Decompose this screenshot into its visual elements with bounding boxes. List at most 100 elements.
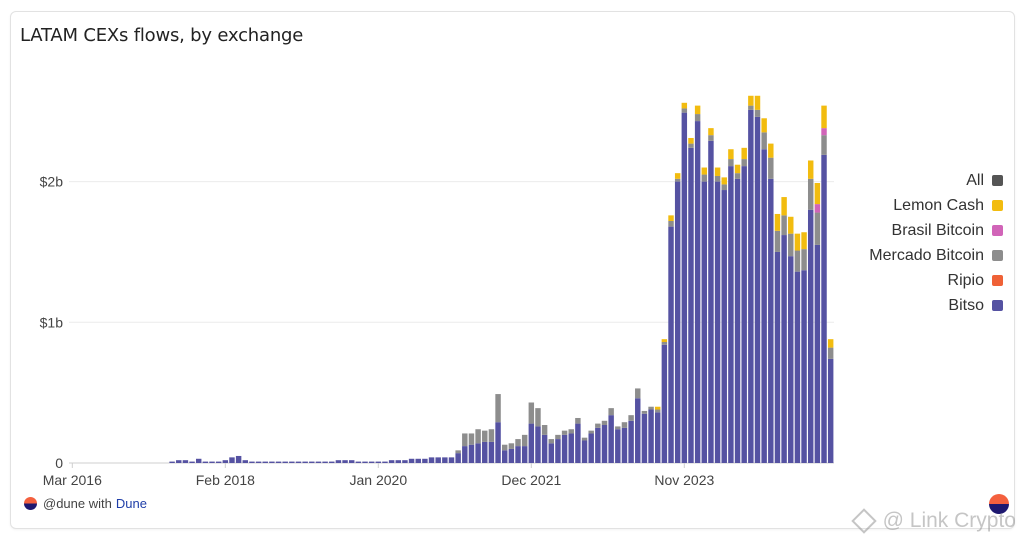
bar-segment-mercado-bitcoin <box>794 250 801 272</box>
x-tick-label: Feb 2018 <box>196 472 255 488</box>
legend-item-all[interactable]: All <box>763 168 1003 193</box>
bar-segment-bitso <box>462 446 468 463</box>
bar-segment-bitso <box>555 439 561 463</box>
footer: @dune with Dune <box>24 496 147 511</box>
bar-segment-mercado-bitcoin <box>708 135 714 141</box>
x-tick-label: Dec 2021 <box>501 472 561 488</box>
bar-segment-bitso <box>189 461 195 463</box>
bar-segment-lemon-cash <box>668 215 674 221</box>
legend-item-brasil-bitcoin[interactable]: Brasil Bitcoin <box>763 218 1003 243</box>
bar-segment-bitso <box>721 190 727 464</box>
bar-segment-lemon-cash <box>754 95 761 110</box>
legend-label: Mercado Bitcoin <box>869 246 984 264</box>
bar-segment-bitso <box>282 461 288 463</box>
bar-segment-lemon-cash <box>794 233 801 251</box>
bar-segment-bitso <box>488 441 495 463</box>
bar-segment-bitso <box>355 461 362 463</box>
bar-segment-mercado-bitcoin <box>674 178 681 182</box>
x-tick-label: Nov 2023 <box>654 472 714 488</box>
bar-segment-lemon-cash <box>654 406 661 410</box>
bar-segment-bitso <box>714 181 721 463</box>
bar-segment-bitso <box>628 420 634 463</box>
bar-segment-bitso <box>708 140 714 464</box>
bar-segment-bitso <box>528 423 535 463</box>
bar-segment-bitso <box>694 121 701 463</box>
bar-segment-bitso <box>368 461 375 463</box>
bar-segment-bitso <box>561 434 568 463</box>
bar-segment-mercado-bitcoin <box>741 159 747 167</box>
bar-segment-lemon-cash <box>674 173 681 179</box>
legend-item-bitso[interactable]: Bitso <box>763 293 1003 318</box>
legend-item-mercado-bitcoin[interactable]: Mercado Bitcoin <box>763 243 1003 268</box>
bar-segment-bitso <box>235 455 242 463</box>
bar-segment-bitso <box>249 461 255 463</box>
chart-bars <box>169 95 834 464</box>
bar-segment-bitso <box>827 358 834 463</box>
y-tick-label: 0 <box>55 455 63 471</box>
bar-segment-lemon-cash <box>814 183 821 205</box>
bar-segment-lemon-cash <box>748 95 754 106</box>
bar-segment-bitso <box>255 461 262 463</box>
bar-segment-bitso <box>615 429 621 463</box>
chart-card: LATAM CEXs flows, by exchange 0 $1b $2b Mar… <box>10 11 1015 529</box>
bar-segment-lemon-cash <box>734 164 741 174</box>
bar-segment-bitso <box>661 344 668 463</box>
bar-segment-mercado-bitcoin <box>568 429 574 434</box>
bar-segment-bitso <box>641 413 648 463</box>
bar-segment-lemon-cash <box>768 143 774 158</box>
bar-segment-bitso <box>169 461 175 463</box>
legend-swatch <box>992 300 1003 311</box>
bar-segment-bitso <box>674 181 681 463</box>
bar-segment-mercado-bitcoin <box>774 230 781 252</box>
bar-segment-bitso <box>269 461 275 463</box>
bar-segment-bitso <box>654 412 661 463</box>
bar-segment-mercado-bitcoin <box>555 434 561 440</box>
bar-segment-bitso <box>788 256 794 463</box>
bar-segment-bitso <box>422 458 428 463</box>
bar-segment-bitso <box>548 443 555 463</box>
y-tick-label: $1b <box>40 314 64 330</box>
bar-segment-lemon-cash <box>774 213 781 231</box>
bar-segment-bitso <box>215 461 222 463</box>
bar-segment-mercado-bitcoin <box>748 105 754 110</box>
bar-segment-bitso <box>362 461 368 463</box>
bar-segment-bitso <box>455 453 461 463</box>
bar-segment-bitso <box>482 441 488 463</box>
bar-segment-mercado-bitcoin <box>821 135 827 155</box>
bar-segment-bitso <box>814 244 821 463</box>
chart-axis: 0 $1b $2b Mar 2016 Feb 2018 Jan 2020 Dec 2021 N… <box>40 174 715 488</box>
bar-segment-bitso <box>408 458 415 463</box>
bar-segment-lemon-cash <box>714 167 721 176</box>
bar-segment-mercado-bitcoin <box>814 212 821 245</box>
bar-segment-bitso <box>329 461 335 463</box>
bar-segment-bitso <box>701 181 708 463</box>
bar-segment-lemon-cash <box>701 167 708 175</box>
bar-segment-mercado-bitcoin <box>781 215 787 236</box>
bar-segment-bitso <box>807 209 814 463</box>
bar-segment-bitso <box>176 460 182 463</box>
bar-segment-bitso <box>295 461 302 463</box>
bar-segment-mercado-bitcoin <box>827 347 834 359</box>
bar-segment-bitso <box>768 178 774 463</box>
footer-brand-link[interactable]: Dune <box>115 496 147 511</box>
bar-segment-bitso <box>588 433 594 463</box>
legend-item-ripio[interactable]: Ripio <box>763 268 1003 293</box>
bar-segment-bitso <box>601 425 608 463</box>
bar-segment-bitso <box>315 461 322 463</box>
bar-segment-bitso <box>748 109 754 463</box>
bar-segment-mercado-bitcoin <box>561 430 568 435</box>
bar-segment-bitso <box>348 460 355 463</box>
legend-swatch <box>992 175 1003 186</box>
bar-segment-mercado-bitcoin <box>641 410 648 414</box>
bar-segment-brasil-bitcoin <box>821 128 827 136</box>
bar-segment-mercado-bitcoin <box>688 143 694 148</box>
bar-segment-bitso <box>501 450 508 463</box>
bar-segment-bitso <box>402 460 408 463</box>
bar-segment-mercado-bitcoin <box>488 429 495 442</box>
bar-segment-bitso <box>182 460 189 463</box>
bar-segment-bitso <box>322 461 328 463</box>
bar-segment-mercado-bitcoin <box>535 408 541 427</box>
bar-segment-mercado-bitcoin <box>754 109 761 117</box>
legend-item-lemon-cash[interactable]: Lemon Cash <box>763 193 1003 218</box>
bar-segment-bitso <box>309 461 315 463</box>
